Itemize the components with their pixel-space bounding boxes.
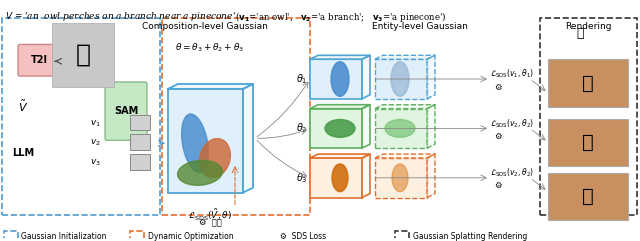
FancyBboxPatch shape — [375, 158, 427, 198]
Text: T2I: T2I — [31, 55, 47, 65]
Text: $\theta_2$: $\theta_2$ — [296, 121, 308, 135]
Text: Gaussian Splatting Rendering: Gaussian Splatting Rendering — [413, 232, 527, 241]
Polygon shape — [243, 84, 253, 193]
Polygon shape — [427, 154, 435, 198]
Text: $\tilde{V}$: $\tilde{V}$ — [18, 99, 28, 114]
FancyBboxPatch shape — [52, 23, 114, 87]
Text: Rendering: Rendering — [564, 22, 611, 31]
Text: $v_3$: $v_3$ — [90, 158, 100, 168]
Ellipse shape — [331, 62, 349, 96]
Text: Entity-level Gaussian: Entity-level Gaussian — [372, 22, 468, 31]
Ellipse shape — [177, 161, 223, 185]
Text: Gaussian Initialization: Gaussian Initialization — [21, 232, 106, 241]
FancyBboxPatch shape — [130, 154, 150, 170]
Text: ⚙: ⚙ — [494, 132, 502, 141]
Polygon shape — [362, 105, 370, 148]
Text: $\mathcal{L}_{\mathrm{SDS}}(v_2,\theta_2)$: $\mathcal{L}_{\mathrm{SDS}}(v_2,\theta_2… — [490, 117, 534, 130]
Text: $v_2$: $v_2$ — [90, 138, 100, 148]
FancyBboxPatch shape — [310, 109, 362, 148]
Text: $V$ = 'an  owl perches on a branch near a pinecone': $V$ = 'an owl perches on a branch near a… — [5, 10, 236, 23]
Text: $\theta = \theta_3 + \theta_2 + \theta_3$: $\theta = \theta_3 + \theta_2 + \theta_3… — [175, 41, 244, 54]
FancyBboxPatch shape — [310, 59, 362, 99]
Polygon shape — [362, 154, 370, 198]
Text: SAM: SAM — [114, 106, 138, 116]
Polygon shape — [310, 154, 370, 158]
Ellipse shape — [325, 120, 355, 137]
Text: ($\mathbf{v_1}$='an owl',   $\mathbf{v_2}$='a branch';   $\mathbf{v_3}$='a pinec: ($\mathbf{v_1}$='an owl', $\mathbf{v_2}$… — [235, 10, 447, 24]
Ellipse shape — [332, 164, 348, 192]
FancyBboxPatch shape — [548, 173, 628, 220]
Text: 🦉: 🦉 — [582, 133, 594, 152]
Text: 🌲: 🌲 — [582, 187, 594, 206]
Text: ⚙: ⚙ — [494, 181, 502, 190]
FancyBboxPatch shape — [548, 59, 628, 107]
FancyBboxPatch shape — [105, 82, 147, 140]
Text: 🦉: 🦉 — [76, 42, 90, 66]
Polygon shape — [375, 55, 435, 59]
Ellipse shape — [392, 164, 408, 192]
FancyBboxPatch shape — [375, 109, 427, 148]
Text: $v_1$: $v_1$ — [90, 118, 100, 129]
Text: Dynamic Optimization: Dynamic Optimization — [148, 232, 234, 241]
Polygon shape — [427, 105, 435, 148]
Polygon shape — [427, 55, 435, 99]
FancyBboxPatch shape — [130, 114, 150, 130]
Polygon shape — [375, 105, 435, 109]
Ellipse shape — [182, 114, 209, 173]
Ellipse shape — [385, 120, 415, 137]
Polygon shape — [310, 105, 370, 109]
Text: $\mathcal{L}_{\mathrm{SDS}}(v_1,\theta_1)$: $\mathcal{L}_{\mathrm{SDS}}(v_1,\theta_1… — [490, 68, 534, 80]
FancyBboxPatch shape — [548, 119, 628, 166]
Text: LLM: LLM — [12, 148, 34, 158]
Text: ⚙  SDS Loss: ⚙ SDS Loss — [280, 232, 326, 241]
FancyBboxPatch shape — [375, 59, 427, 99]
Ellipse shape — [200, 139, 230, 178]
Text: $\mathcal{L}_{\mathrm{SDS}}(\tilde{V},\theta)$: $\mathcal{L}_{\mathrm{SDS}}(\tilde{V},\t… — [188, 208, 232, 223]
FancyBboxPatch shape — [168, 89, 243, 193]
Polygon shape — [362, 55, 370, 99]
Polygon shape — [168, 84, 253, 89]
Text: $\theta_1$: $\theta_1$ — [296, 72, 308, 86]
Ellipse shape — [391, 62, 409, 96]
Polygon shape — [375, 154, 435, 158]
Text: Composition-level Gaussian: Composition-level Gaussian — [142, 22, 268, 31]
Polygon shape — [310, 55, 370, 59]
Text: $\theta_3$: $\theta_3$ — [296, 171, 308, 185]
Text: ⚙: ⚙ — [494, 82, 502, 91]
Text: $\mathcal{L}_{\mathrm{SDS}}(v_2,\theta_2)$: $\mathcal{L}_{\mathrm{SDS}}(v_2,\theta_2… — [490, 167, 534, 179]
FancyBboxPatch shape — [310, 158, 362, 198]
Text: ⚙  🔵🟢: ⚙ 🔵🟢 — [198, 217, 221, 226]
FancyBboxPatch shape — [130, 134, 150, 150]
Text: 🦉: 🦉 — [582, 74, 594, 93]
FancyBboxPatch shape — [18, 44, 60, 76]
Text: 🎥: 🎥 — [576, 27, 584, 40]
